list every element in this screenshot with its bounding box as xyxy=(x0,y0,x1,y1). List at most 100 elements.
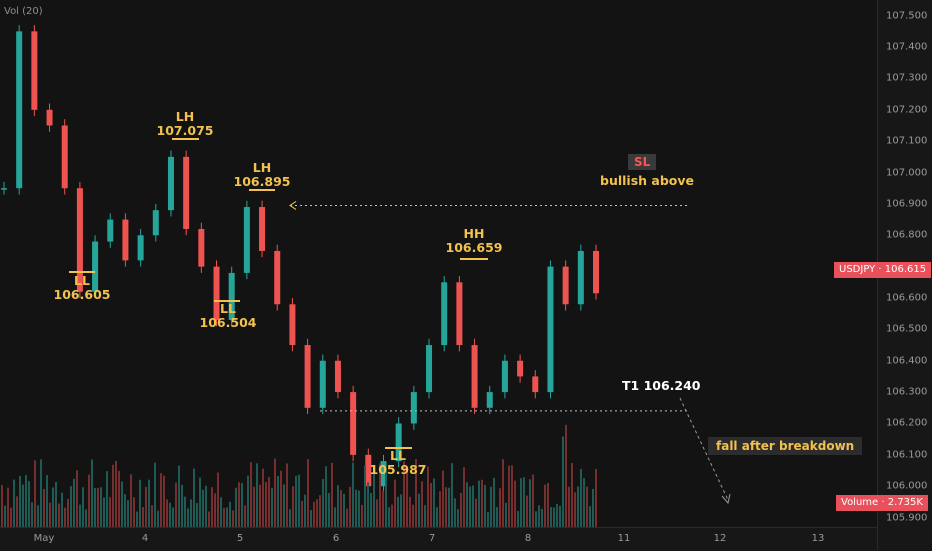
price-candle xyxy=(547,266,554,393)
time-tick-label: 4 xyxy=(141,533,149,544)
price-tick-label: 106.100 xyxy=(886,449,928,461)
volume-bar xyxy=(487,511,489,527)
price-tick-label: 106.900 xyxy=(886,198,928,210)
volume-bar xyxy=(130,474,132,527)
volume-bar xyxy=(445,487,447,527)
volume-bar xyxy=(199,477,201,527)
annotation-ll-2: LL 106.504 xyxy=(200,302,257,330)
volume-bar xyxy=(184,496,186,527)
price-tick-label: 107.200 xyxy=(886,104,928,116)
price-candle xyxy=(213,266,220,320)
volume-bar xyxy=(46,475,48,527)
volume-bar xyxy=(16,496,18,527)
volume-bar xyxy=(286,463,288,527)
volume-bar xyxy=(472,485,474,527)
volume-bar xyxy=(583,478,585,527)
price-candle xyxy=(243,207,250,273)
volume-bar xyxy=(577,486,579,527)
price-candle xyxy=(1,188,7,190)
annotation-lh-1-price: 107.075 xyxy=(156,123,214,138)
volume-bar xyxy=(190,499,192,527)
volume-bar xyxy=(433,478,435,527)
volume-value-tag: Volume · 2.735K xyxy=(836,495,928,511)
volume-bar xyxy=(217,472,219,527)
price-candle xyxy=(501,360,508,393)
volume-bar xyxy=(469,486,471,527)
volume-bar xyxy=(517,510,519,527)
price-candle xyxy=(577,250,584,305)
volume-bar xyxy=(574,492,576,527)
volume-bar xyxy=(511,465,513,527)
volume-bar xyxy=(187,508,189,527)
volume-bar xyxy=(382,490,384,527)
volume-bar xyxy=(103,497,105,527)
volume-bar xyxy=(76,470,78,527)
volume-bar xyxy=(4,505,6,527)
volume-bar xyxy=(163,475,165,527)
time-tick-label: 7 xyxy=(428,533,436,544)
price-candle xyxy=(228,272,235,320)
volume-bar xyxy=(64,507,66,527)
volume-bar xyxy=(349,486,351,527)
volume-bar xyxy=(43,488,45,527)
volume-bar xyxy=(301,500,303,527)
price-candle xyxy=(16,31,23,189)
volume-bar xyxy=(28,481,30,527)
bullish-level-arrow-head xyxy=(289,201,297,210)
annotation-ll-3-label: LL xyxy=(390,448,406,463)
time-axis[interactable]: May 4 5 6 7 8 11 12 13 xyxy=(0,527,877,551)
volume-bar xyxy=(154,462,156,527)
price-tick-label: 105.900 xyxy=(886,512,928,524)
volume-bar xyxy=(388,507,390,527)
volume-bar xyxy=(85,509,87,527)
volume-bar xyxy=(160,473,162,527)
price-candle xyxy=(274,250,281,305)
volume-bar xyxy=(40,459,42,527)
volume-bar xyxy=(73,478,75,527)
target-t1-label: T1 106.240 xyxy=(622,378,701,393)
annotation-ll-2-label: LL xyxy=(220,301,236,316)
volume-bar xyxy=(427,466,429,527)
volume-bar xyxy=(34,460,36,527)
volume-indicator-label: Vol (20) xyxy=(4,6,43,17)
volume-bar xyxy=(298,474,300,527)
price-candle xyxy=(183,156,190,229)
price-candle xyxy=(137,235,144,261)
volume-bar xyxy=(352,462,354,527)
volume-bar xyxy=(121,481,123,527)
price-candle xyxy=(593,250,599,294)
volume-bar xyxy=(526,495,528,527)
volume-bar xyxy=(112,464,114,527)
price-tick-label: 107.500 xyxy=(886,10,928,22)
time-tick-label: 12 xyxy=(713,533,727,544)
price-candle xyxy=(410,392,417,424)
volume-bar xyxy=(115,461,117,527)
price-tick-label: 106.500 xyxy=(886,323,928,335)
annotation-lh-2-label: LH xyxy=(252,160,272,175)
volume-bar xyxy=(553,507,555,527)
price-candle xyxy=(289,304,296,346)
volume-bar xyxy=(172,507,174,527)
volume-bar xyxy=(457,509,459,527)
volume-bar xyxy=(493,477,495,527)
time-tick-label: 5 xyxy=(236,533,244,544)
volume-bar xyxy=(241,482,243,527)
volume-bar xyxy=(532,474,534,527)
price-tick-label: 107.000 xyxy=(886,167,928,179)
volume-bar xyxy=(490,486,492,527)
volume-bar xyxy=(322,479,324,527)
price-candle xyxy=(517,360,524,377)
volume-bar xyxy=(394,479,396,527)
volume-bar xyxy=(337,485,339,527)
volume-bar xyxy=(88,474,90,527)
price-candle xyxy=(365,454,372,487)
volume-bar xyxy=(451,463,453,527)
volume-bar xyxy=(211,487,213,527)
volume-bar xyxy=(535,511,537,527)
annotation-ll-1: LL 106.605 xyxy=(54,274,111,302)
volume-bar xyxy=(421,481,423,527)
volume-bar xyxy=(379,463,381,527)
price-tick-label: 106.400 xyxy=(886,355,928,367)
fall-arrow-line xyxy=(679,397,729,501)
